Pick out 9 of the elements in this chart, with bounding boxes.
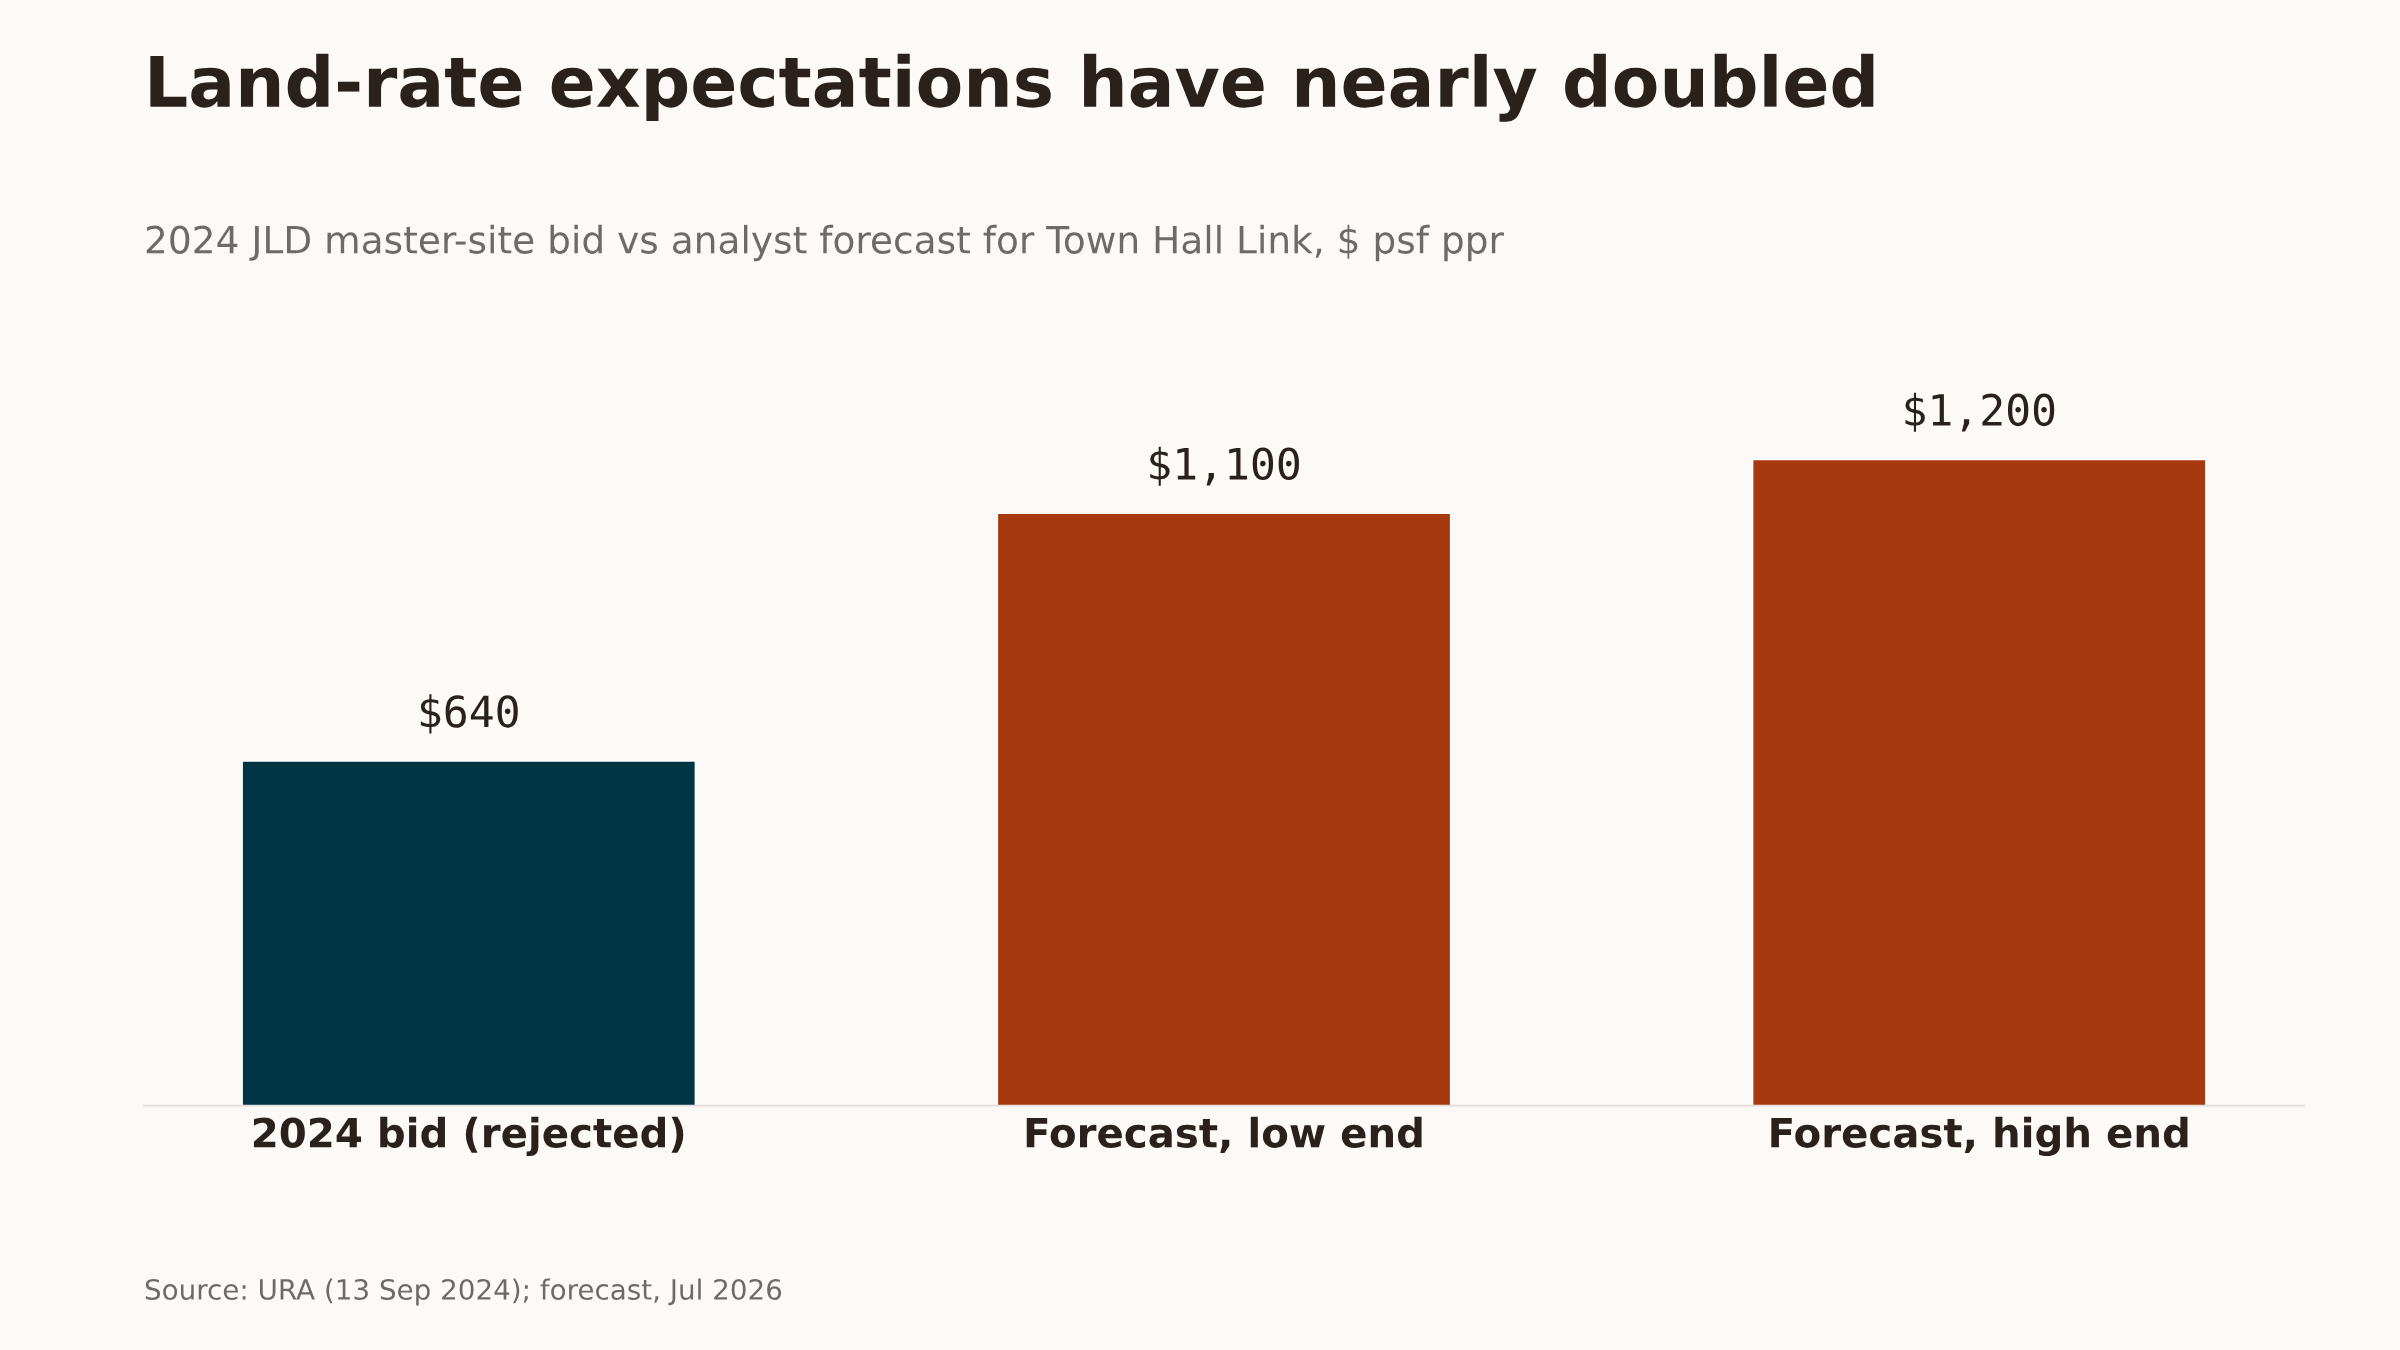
data-label: $1,200 — [1905, 392, 2055, 432]
data-label: $640 — [420, 694, 518, 734]
source-note: Source: URA (13 Sep 2024); forecast, Jul 2026 — [145, 1278, 782, 1306]
data-label: $1,100 — [1150, 446, 1299, 486]
chart-subtitle: 2024 JLD master-site bid vs analyst forecast for Town Hall Link, $ psf ppr — [146, 224, 1504, 262]
x-tick-label: 2024 bid (rejected) — [253, 1116, 684, 1157]
x-tick-label: Forecast, high end — [1771, 1116, 2188, 1157]
chart-title: Land-rate expectations have nearly doubled — [150, 53, 1874, 122]
x-tick-label: Forecast, low end — [1026, 1116, 1422, 1154]
